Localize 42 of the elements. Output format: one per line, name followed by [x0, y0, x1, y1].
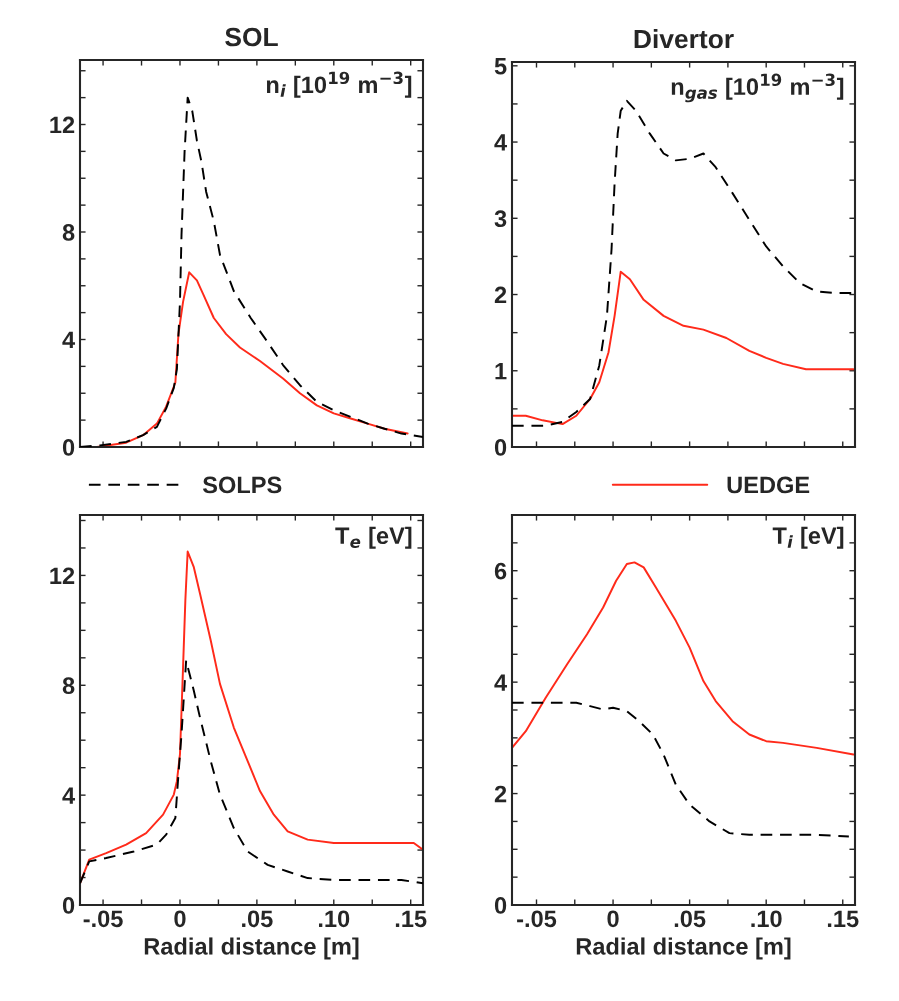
x-tick-label: -.05 [517, 910, 557, 928]
x-tick-label: .05 [674, 910, 706, 928]
y-tick-label: 12 [50, 567, 75, 584]
x-tick-label: .10 [318, 910, 350, 928]
y-tick-label: 2 [494, 286, 507, 304]
y-tick-label: 4 [62, 787, 76, 804]
x-tick-label: .10 [751, 910, 782, 928]
line-series [512, 270, 855, 426]
y-tick-label: 8 [62, 224, 75, 241]
x-tick-label: .05 [242, 910, 273, 928]
y-tick-label: 4 [494, 134, 508, 151]
y-tick-label: 3 [494, 210, 507, 228]
y-tick-label: 0 [62, 439, 75, 456]
annotation: T$_{e}$ [eV] [335, 526, 412, 549]
legend-label: SOLPS [202, 476, 282, 494]
x-tick-label: 0 [174, 910, 186, 928]
y-tick-label: 0 [494, 439, 507, 456]
chart-title: SOL [225, 27, 278, 47]
line-series [80, 659, 423, 885]
y-tick-label: 2 [494, 785, 507, 803]
annotation: T$_{i}$ [eV] [772, 526, 844, 549]
x-axis-title: Radial distance [m] [576, 937, 791, 960]
x-tick-label: .15 [827, 910, 859, 928]
line-series [512, 561, 855, 756]
chart-title: Divertor [634, 28, 734, 49]
annotation: n$_{gas}$ [10$^{19}$ m$^{−3}$] [671, 73, 844, 103]
x-axis-title: Radial distance [m] [144, 937, 359, 960]
y-tick-label: 0 [62, 897, 75, 914]
y-tick-label: 1 [495, 363, 507, 380]
annotation: n$_{i}$ [10$^{19}$ m$^{−3}$] [266, 71, 412, 98]
y-tick-label: 4 [494, 674, 508, 691]
legend-label: UEDGE [727, 476, 810, 494]
line-series [512, 701, 850, 838]
x-tick-label: -.05 [83, 910, 123, 928]
y-tick-label: 0 [494, 897, 507, 914]
y-tick-label: 4 [62, 331, 76, 349]
x-tick-label: 0 [607, 910, 619, 928]
y-tick-label: 8 [62, 677, 75, 695]
y-tick-label: 12 [50, 116, 75, 134]
x-tick-label: .15 [395, 910, 427, 928]
y-tick-label: 6 [494, 562, 507, 580]
y-tick-label: 5 [494, 58, 507, 75]
